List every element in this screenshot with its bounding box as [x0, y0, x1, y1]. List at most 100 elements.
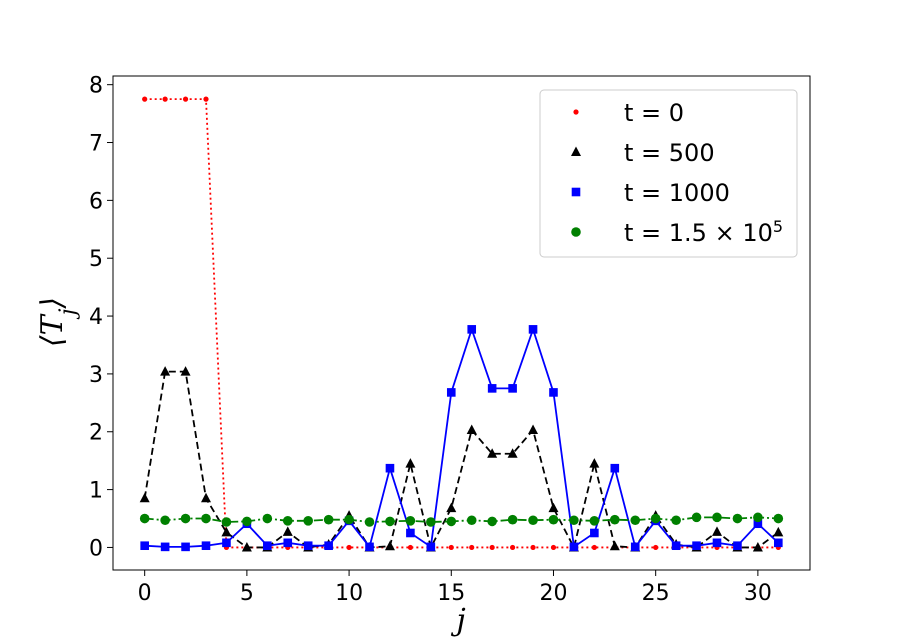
y-tick-label: 3	[89, 363, 103, 388]
data-point	[407, 544, 414, 551]
data-point	[774, 538, 783, 548]
series-line	[144, 516, 779, 523]
data-point	[323, 514, 334, 525]
data-point	[365, 542, 374, 552]
legend-marker	[571, 227, 581, 237]
data-point	[160, 515, 170, 526]
data-point	[653, 544, 659, 551]
series-1	[139, 366, 784, 552]
data-point	[528, 424, 539, 435]
data-point	[650, 513, 661, 524]
data-point	[139, 492, 150, 503]
x-tick-label: 0	[138, 581, 152, 606]
y-axis: 0 1 2 3 4 5 6 7 8	[89, 74, 113, 561]
data-point	[346, 544, 352, 551]
data-point	[385, 463, 395, 473]
data-point	[630, 515, 641, 526]
data-point	[752, 541, 763, 552]
data-point	[384, 540, 395, 551]
y-axis-label-text: ⟨Tj⟩	[35, 297, 81, 347]
data-point	[753, 512, 763, 523]
data-point	[448, 544, 454, 551]
x-axis-label: j	[450, 603, 465, 638]
data-point	[263, 541, 272, 551]
data-point	[446, 516, 457, 527]
data-point	[489, 544, 495, 551]
data-point	[712, 538, 722, 548]
legend-item: t = 500	[571, 139, 715, 167]
series-line	[144, 326, 779, 549]
x-tick-label: 25	[642, 581, 670, 606]
y-tick-label: 1	[89, 479, 103, 504]
data-point	[711, 526, 722, 536]
data-point	[180, 366, 191, 376]
data-point	[201, 492, 212, 503]
data-point	[283, 538, 293, 548]
x-tick-label: 15	[437, 581, 465, 606]
y-tick-label: 2	[89, 421, 103, 446]
legend: t = 0 t = 500 t = 1000 t = 1.5 × 105	[539, 89, 798, 258]
y-tick-label: 8	[89, 74, 103, 99]
data-point	[589, 516, 600, 526]
data-point	[733, 541, 742, 551]
x-tick-label: 5	[240, 581, 254, 606]
legend-marker	[571, 187, 581, 197]
data-point	[569, 515, 579, 526]
data-point	[222, 538, 231, 548]
data-point	[203, 96, 209, 102]
data-point	[142, 96, 148, 102]
data-point	[405, 516, 416, 526]
data-point	[446, 388, 456, 397]
data-point	[691, 512, 702, 523]
data-point	[507, 514, 518, 525]
data-point	[160, 366, 171, 376]
legend-label: t = 1.5 × 105	[624, 217, 783, 248]
data-point	[509, 544, 516, 551]
data-point	[487, 384, 497, 393]
data-point	[241, 541, 252, 552]
data-point	[446, 502, 457, 513]
y-tick-label: 4	[89, 305, 103, 330]
data-point	[140, 541, 149, 551]
x-tick-label: 20	[539, 581, 567, 606]
data-point	[589, 458, 600, 468]
data-point	[773, 513, 784, 524]
data-point	[609, 514, 620, 525]
data-point	[507, 448, 518, 458]
data-point	[630, 542, 640, 552]
data-point	[303, 516, 314, 526]
data-point	[282, 526, 293, 536]
data-point	[671, 515, 681, 526]
x-tick-label: 30	[744, 581, 772, 606]
data-point	[182, 96, 189, 102]
data-point	[282, 516, 293, 526]
legend-box	[539, 89, 798, 258]
data-point	[467, 325, 477, 334]
data-point	[385, 516, 395, 527]
data-point	[466, 515, 477, 526]
legend-label: t = 1000	[624, 179, 730, 207]
data-point	[181, 542, 190, 552]
series-line	[143, 370, 779, 550]
y-axis-label: ⟨Tj⟩	[35, 297, 81, 347]
data-point	[180, 513, 191, 524]
plot-area	[112, 75, 811, 571]
data-point	[528, 515, 538, 526]
data-point	[221, 526, 232, 537]
legend-item: t = 1000	[571, 179, 730, 207]
series-2	[140, 325, 783, 552]
data-point	[590, 528, 599, 538]
data-point	[732, 513, 743, 524]
y-tick-label: 7	[89, 132, 103, 157]
data-point	[569, 542, 579, 552]
data-point	[344, 514, 354, 525]
data-point	[692, 541, 701, 551]
data-point	[139, 513, 150, 524]
y-tick-label: 0	[89, 536, 103, 561]
data-point	[324, 541, 333, 551]
legend-label: t = 500	[624, 139, 715, 167]
data-point	[508, 384, 517, 393]
data-point	[201, 513, 211, 524]
data-point	[221, 517, 232, 527]
